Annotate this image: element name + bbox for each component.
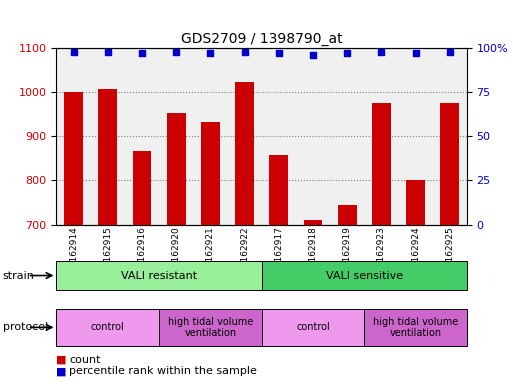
Bar [372,103,391,225]
Bar [159,309,262,346]
Bar [269,155,288,225]
Text: VALI resistant: VALI resistant [121,270,197,281]
Point [446,48,454,55]
Point [241,48,249,55]
Title: GDS2709 / 1398790_at: GDS2709 / 1398790_at [181,31,343,46]
Bar [338,205,357,225]
Point [104,48,112,55]
Bar [235,83,254,225]
Text: high tidal volume
ventilation: high tidal volume ventilation [373,316,458,338]
Bar [304,220,322,225]
Bar [64,92,83,225]
Text: percentile rank within the sample: percentile rank within the sample [69,366,257,376]
Text: control: control [296,322,330,333]
Bar [56,261,262,290]
Point [274,50,283,56]
Text: count: count [69,355,101,365]
Text: protocol: protocol [3,322,48,333]
Point [69,48,77,55]
Text: control: control [91,322,125,333]
Bar [262,261,467,290]
Point [206,50,214,56]
Text: VALI sensitive: VALI sensitive [326,270,403,281]
Bar [406,180,425,225]
Bar [132,151,151,225]
Text: high tidal volume
ventilation: high tidal volume ventilation [168,316,253,338]
Point [138,50,146,56]
Point [377,48,385,55]
Point [309,52,317,58]
Point [172,48,180,55]
Bar [56,309,159,346]
Bar [440,103,459,225]
Point [411,50,420,56]
Bar [262,309,364,346]
Text: ■: ■ [56,366,70,376]
Bar [167,113,186,225]
Text: strain: strain [3,270,34,281]
Bar [201,122,220,225]
Point [343,50,351,56]
Text: ■: ■ [56,355,70,365]
Bar [98,89,117,225]
Bar [364,309,467,346]
